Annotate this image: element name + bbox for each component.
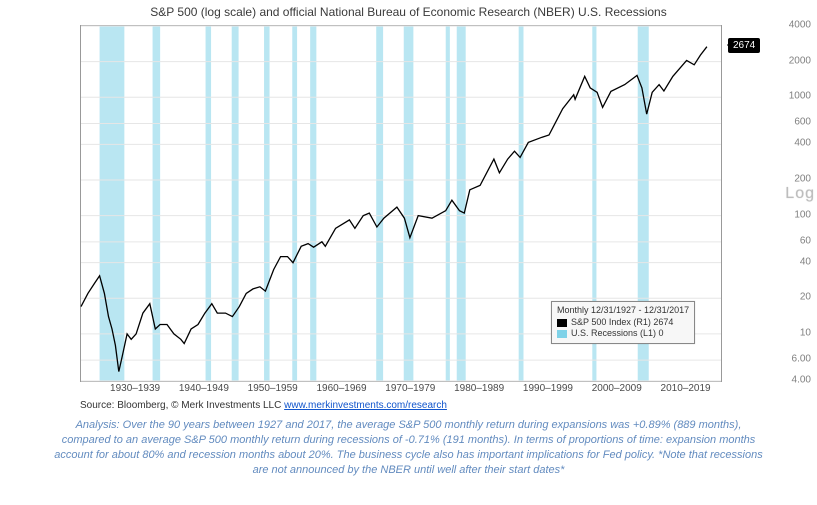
x-tick-label: 2000–2009 bbox=[592, 383, 642, 394]
legend-label-recession: U.S. Recessions (L1) 0 bbox=[571, 328, 664, 340]
y-tick-label: 60 bbox=[800, 235, 811, 246]
y-axis-labels: 4.006.0010204060100200400600100020004000 bbox=[762, 25, 817, 380]
legend-box: Monthly 12/31/1927 - 12/31/2017 S&P 500 … bbox=[551, 301, 695, 344]
last-value-text: 2674 bbox=[733, 40, 755, 51]
chart-figure: S&P 500 (log scale) and official Nationa… bbox=[0, 0, 817, 505]
last-value-flag: 2674 bbox=[728, 38, 760, 53]
y-tick-label: 4.00 bbox=[792, 375, 811, 386]
y-tick-label: 400 bbox=[794, 138, 811, 149]
y-tick-label: 200 bbox=[794, 173, 811, 184]
x-tick-label: 1950–1959 bbox=[248, 383, 298, 394]
x-tick-label: 1940–1949 bbox=[179, 383, 229, 394]
y-tick-label: 100 bbox=[794, 209, 811, 220]
source-text: Source: Bloomberg, © Merk Investments LL… bbox=[80, 400, 284, 411]
legend-series-recessions: U.S. Recessions (L1) 0 bbox=[557, 328, 689, 340]
y-tick-label: 600 bbox=[794, 117, 811, 128]
source-line: Source: Bloomberg, © Merk Investments LL… bbox=[80, 400, 447, 411]
y-tick-label: 40 bbox=[800, 256, 811, 267]
x-tick-label: 1980–1989 bbox=[454, 383, 504, 394]
x-tick-label: 1960–1969 bbox=[316, 383, 366, 394]
legend-swatch-sp500 bbox=[557, 319, 567, 327]
y-tick-label: 4000 bbox=[789, 20, 811, 31]
chart-title: S&P 500 (log scale) and official Nationa… bbox=[0, 5, 817, 19]
source-link[interactable]: www.merkinvestments.com/research bbox=[284, 400, 447, 411]
y-tick-label: 2000 bbox=[789, 55, 811, 66]
legend-swatch-recession bbox=[557, 330, 567, 338]
x-tick-label: 2010–2019 bbox=[661, 383, 711, 394]
x-tick-label: 1970–1979 bbox=[385, 383, 435, 394]
legend-daterange: Monthly 12/31/1927 - 12/31/2017 bbox=[557, 305, 689, 317]
x-tick-label: 1930–1939 bbox=[110, 383, 160, 394]
legend-label-sp500: S&P 500 Index (R1) 2674 bbox=[571, 317, 673, 329]
plot-area: Monthly 12/31/1927 - 12/31/2017 S&P 500 … bbox=[80, 25, 722, 382]
y-tick-label: 6.00 bbox=[792, 354, 811, 365]
x-tick-label: 1990–1999 bbox=[523, 383, 573, 394]
y-tick-label: 10 bbox=[800, 327, 811, 338]
legend-series-sp500: S&P 500 Index (R1) 2674 bbox=[557, 317, 689, 329]
x-axis-labels: 1930–1939 1940–1949 1950–1959 1960–1969 1970… bbox=[80, 383, 720, 398]
analysis-caption: Analysis: Over the 90 years between 1927… bbox=[50, 418, 767, 477]
y-tick-label: 1000 bbox=[789, 91, 811, 102]
y-tick-label: 20 bbox=[800, 292, 811, 303]
